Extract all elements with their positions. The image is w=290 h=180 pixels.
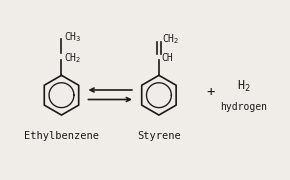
Text: H$_2$: H$_2$ [237, 79, 251, 94]
Text: Ethylbenzene: Ethylbenzene [24, 131, 99, 141]
Text: CH$_3$: CH$_3$ [64, 30, 82, 44]
Text: hydrogen: hydrogen [220, 102, 267, 112]
Text: +: + [206, 85, 215, 99]
Text: Styrene: Styrene [137, 131, 181, 141]
Text: CH: CH [162, 53, 173, 63]
Text: CH$_2$: CH$_2$ [162, 32, 179, 46]
Text: CH$_2$: CH$_2$ [64, 51, 82, 65]
